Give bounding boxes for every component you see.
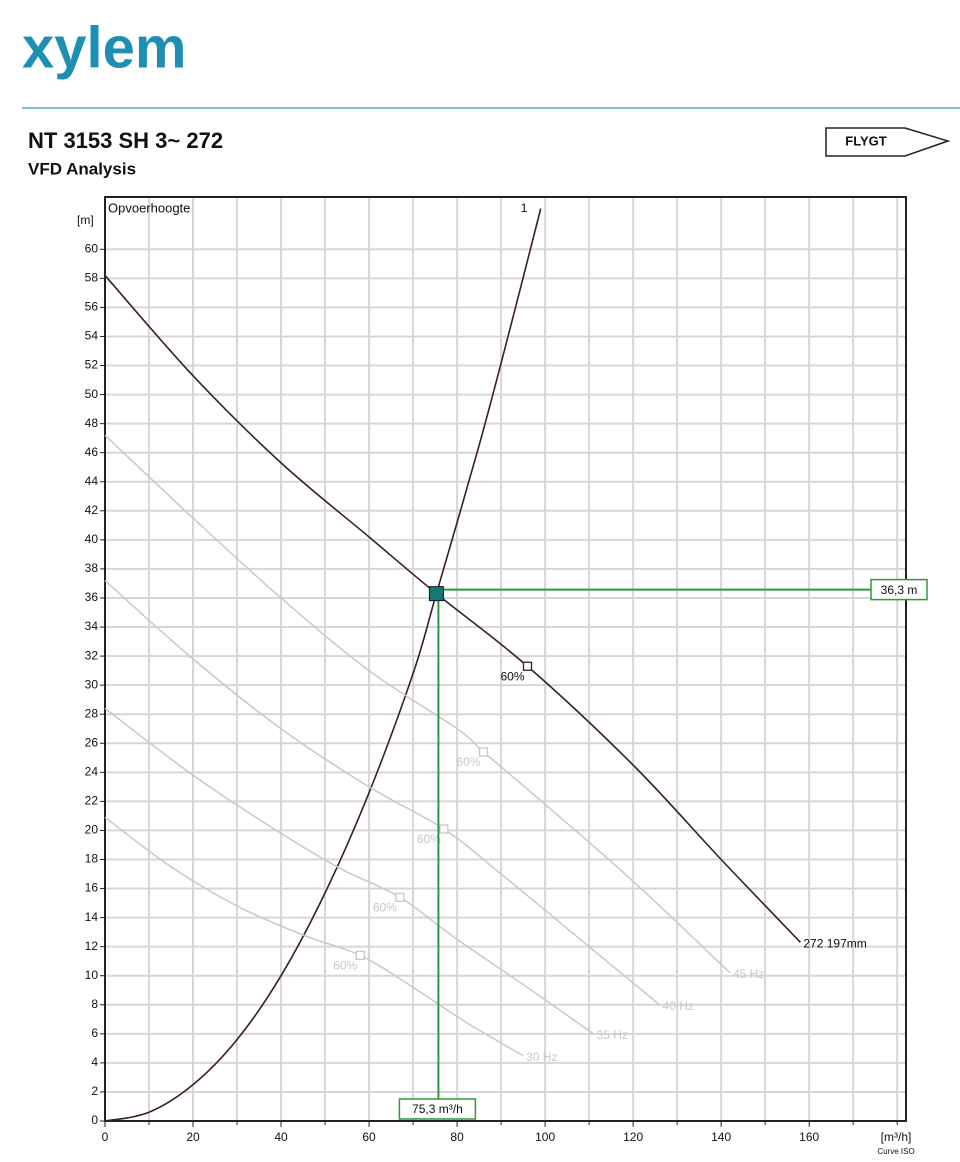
x-tick-label: 100 xyxy=(535,1130,555,1144)
logo: xylem xyxy=(22,15,186,80)
y-tick-label: 0 xyxy=(91,1113,98,1127)
x-tick-label: 160 xyxy=(799,1130,819,1144)
x-tick-label: 120 xyxy=(623,1130,643,1144)
y-tick-label: 42 xyxy=(85,503,99,517)
curve-label: 272 197mm xyxy=(803,936,866,950)
y-tick-label: 10 xyxy=(85,968,99,982)
plot-frame xyxy=(104,196,907,1122)
x-tick-label: 20 xyxy=(186,1130,200,1144)
footnote: Curve ISO xyxy=(877,1147,914,1156)
y-tick-label: 36 xyxy=(85,590,99,604)
y-tick-label: 58 xyxy=(85,271,99,285)
op-marker xyxy=(428,586,444,602)
y-tick-label: 24 xyxy=(85,764,99,778)
y-tick-label: 30 xyxy=(85,677,99,691)
curve-label: 45 Hz xyxy=(733,967,764,981)
y-tick-label: 14 xyxy=(85,910,99,924)
y-tick-label: 12 xyxy=(85,939,99,953)
curve-label: 1 xyxy=(521,201,528,215)
y-tick-label: 6 xyxy=(91,1026,98,1040)
chart-title: Opvoerhoogte xyxy=(108,200,190,215)
efficiency-marker xyxy=(522,661,533,671)
y-tick-label: 4 xyxy=(91,1055,98,1069)
y-tick-label: 8 xyxy=(91,997,98,1011)
y-axis-label: [m] xyxy=(77,213,94,227)
op-y-box xyxy=(870,578,928,601)
efficiency-marker xyxy=(439,824,449,834)
y-tick-label: 44 xyxy=(85,474,99,488)
efficiency-marker xyxy=(478,747,489,757)
efficiency-label: 60% xyxy=(456,755,480,769)
y-tick-label: 46 xyxy=(85,445,99,459)
curve xyxy=(104,816,524,1057)
curve xyxy=(104,274,801,943)
x-tick-label: 60 xyxy=(362,1130,376,1144)
op-x-label: 75,3 m³/h xyxy=(412,1102,463,1116)
curve xyxy=(104,434,731,974)
efficiency-label: 60% xyxy=(373,900,397,914)
curve-label: 35 Hz xyxy=(597,1028,628,1042)
y-tick-label: 26 xyxy=(85,735,99,749)
y-tick-label: 32 xyxy=(85,648,99,662)
op-x-box xyxy=(398,1098,477,1120)
y-tick-label: 38 xyxy=(85,561,99,575)
efficiency-label: 60% xyxy=(333,959,357,973)
curve xyxy=(104,579,661,1006)
efficiency-marker xyxy=(395,892,405,902)
x-tick-label: 80 xyxy=(450,1130,464,1144)
y-tick-label: 2 xyxy=(91,1084,98,1098)
y-tick-label: 34 xyxy=(85,619,99,633)
brand-shape xyxy=(825,127,951,157)
curve xyxy=(104,707,594,1035)
efficiency-marker xyxy=(355,950,365,961)
y-tick-label: 28 xyxy=(85,706,99,720)
y-tick-label: 60 xyxy=(85,241,99,255)
y-tick-label: 40 xyxy=(85,532,99,546)
x-axis-label: [m³/h] xyxy=(881,1130,912,1144)
y-tick-label: 18 xyxy=(85,852,99,866)
efficiency-label: 60% xyxy=(417,832,441,846)
y-tick-label: 22 xyxy=(85,794,99,808)
y-tick-label: 48 xyxy=(85,416,99,430)
curve-label: 40 Hz xyxy=(663,999,694,1013)
x-tick-label: 140 xyxy=(711,1130,731,1144)
y-tick-label: 16 xyxy=(85,881,99,895)
brand: FLYGT xyxy=(845,133,886,148)
y-tick-label: 52 xyxy=(85,358,99,372)
y-tick-label: 56 xyxy=(85,300,99,314)
plot: 0246810121416182022242628303234363840424… xyxy=(77,196,928,1156)
y-tick-label: 50 xyxy=(85,387,99,401)
curve-label: 30 Hz xyxy=(526,1050,557,1064)
y-tick-label: 54 xyxy=(85,329,99,343)
y-tick-label: 20 xyxy=(85,823,99,837)
x-tick-label: 40 xyxy=(274,1130,288,1144)
title: NT 3153 SH 3~ 272 xyxy=(28,128,223,153)
op-y-label: 36,3 m xyxy=(881,583,918,597)
curve xyxy=(104,208,542,1122)
efficiency-label: 60% xyxy=(500,669,524,683)
x-tick-label: 0 xyxy=(102,1130,109,1144)
subtitle: VFD Analysis xyxy=(28,159,136,178)
